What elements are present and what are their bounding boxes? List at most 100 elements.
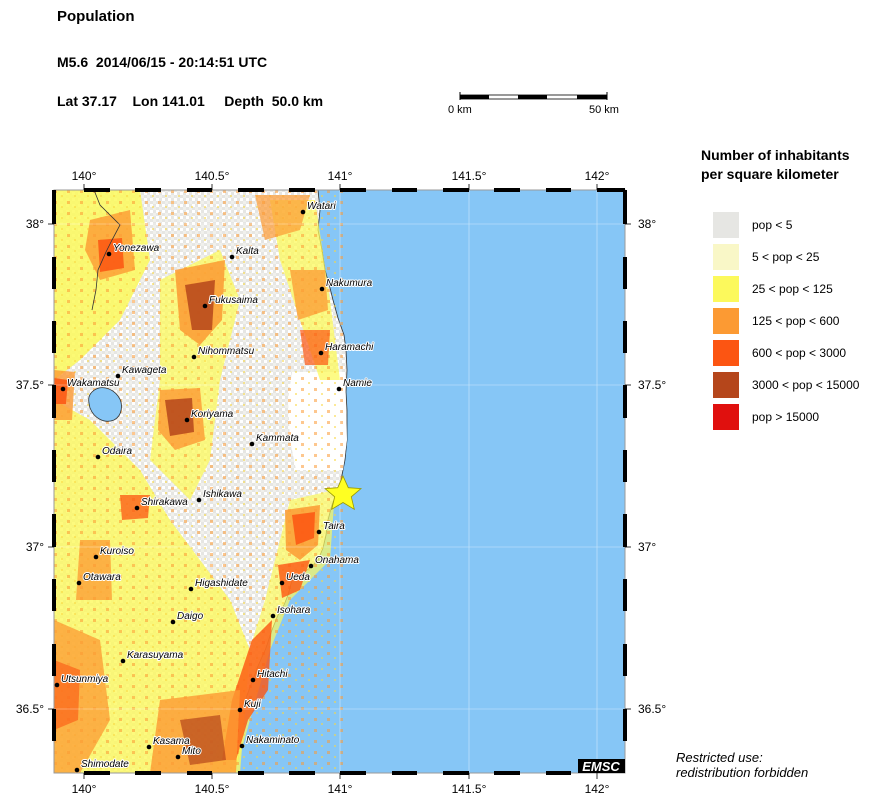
legend-label: pop < 5 [752,218,793,232]
city-dot-icon [120,658,126,664]
city-dot-icon [279,580,285,586]
city-label: Utsunmiya [61,674,109,685]
left-tick-label: 38° [26,217,44,231]
city-marker[interactable]: Hitachi [250,668,289,683]
city-label: Taira [323,521,345,532]
city-marker[interactable]: Daigo [170,610,205,625]
right-tick-label: 37.5° [638,378,666,392]
city-dot-icon [308,563,314,569]
city-label: Kawageta [122,365,167,376]
city-marker[interactable]: Namie [336,377,373,392]
city-dot-icon [76,580,82,586]
legend-item: 3000 < pop < 15000 [713,372,859,398]
city-marker[interactable]: Kalta [229,245,260,260]
city-dot-icon [270,613,276,619]
legend-item: 25 < pop < 125 [713,276,833,302]
scale-end-label: 50 km [589,104,619,116]
left-tick-label: 37.5° [16,378,44,392]
city-label: Otawara [83,572,121,583]
city-dot-icon [170,619,176,625]
city-marker[interactable]: Nihommatsu [191,345,256,360]
legend-swatch [713,404,739,430]
right-tick-label: 36.5° [638,702,666,716]
city-marker[interactable]: Kuroiso [93,545,135,560]
city-label: Karasuyama [127,650,184,661]
city-label: Shirakawa [141,497,188,508]
city-marker[interactable]: Ueda [279,571,311,586]
city-marker[interactable]: Kuji [237,698,262,713]
city-marker[interactable]: Otawara [76,571,122,586]
graticule [54,190,625,773]
legend-item: pop < 5 [713,212,792,238]
city-dot-icon [319,286,325,292]
axis-labels: 140° 140.5° 141° 141.5° 142° 140° 140.5°… [16,169,667,796]
city-label: Kasama [153,736,190,747]
city-marker[interactable]: Watari [300,200,337,215]
city-marker[interactable]: Kammata [249,432,300,447]
city-marker[interactable]: Yonezawa [106,242,161,257]
legend-label: pop > 15000 [752,410,820,424]
emsc-logo: EMSC [578,759,625,774]
city-marker[interactable]: Onahama [308,554,360,569]
city-marker[interactable]: Kawageta [115,364,168,379]
legend-label: 5 < pop < 25 [752,250,820,264]
left-tick-label: 37° [26,540,44,554]
city-marker[interactable]: Shirakawa [134,496,189,511]
right-tick-label: 37° [638,540,656,554]
city-label: Watari [307,201,336,212]
event-summary: M5.6 2014/06/15 - 20:14:51 UTC [57,54,268,70]
prefecture-border [91,190,121,311]
city-marker[interactable]: Higashidate [188,577,249,592]
city-marker[interactable]: Odaira [95,445,133,460]
lake [88,387,122,422]
city-dot-icon [60,386,66,392]
restricted-line1: Restricted use: [676,750,763,765]
city-label: Odaira [102,446,132,457]
bottom-tick-label: 141° [328,782,353,796]
city-dot-icon [250,677,256,683]
city-marker[interactable]: Nakumura [319,277,374,292]
city-label: Kalta [236,246,259,257]
city-marker[interactable]: Wakamatsu [60,377,121,392]
city-marker[interactable]: Fukusaima [202,294,259,309]
city-dot-icon [54,682,60,688]
city-marker[interactable]: Haramachi [318,341,375,356]
top-tick-label: 142° [585,169,610,183]
city-marker[interactable]: Karasuyama [120,649,185,664]
top-tick-label: 141.5° [452,169,487,183]
city-marker[interactable]: Isohara [270,604,312,619]
city-label: Shimodate [81,759,129,770]
city-dot-icon [106,251,112,257]
city-dot-icon [300,209,306,215]
city-label: Nakaminato [246,735,300,746]
city-marker[interactable]: Nakaminato [239,734,301,749]
event-coordinates: Lat 37.17 Lon 141.01 Depth 50.0 km [57,93,324,109]
city-label: Haramachi [325,342,374,353]
top-tick-label: 141° [328,169,353,183]
city-dot-icon [74,767,80,773]
top-tick-label: 140.5° [195,169,230,183]
city-marker[interactable]: Mito [175,745,202,760]
epicenter-star-icon[interactable] [323,475,363,511]
city-marker[interactable]: Shimodate [74,758,130,773]
city-marker[interactable]: Koriyama [184,408,235,423]
city-marker[interactable]: Ishikawa [196,488,243,503]
bottom-tick-label: 140.5° [195,782,230,796]
city-label: Wakamatsu [67,378,120,389]
legend-swatch [713,212,739,238]
left-tick-label: 36.5° [16,702,44,716]
map-frame [48,184,631,779]
city-dot-icon [115,373,121,379]
city-marker[interactable]: Utsunmiya [54,673,110,688]
city-label: Higashidate [195,578,248,589]
city-marker[interactable]: Taira [316,520,346,535]
top-tick-label: 140° [72,169,97,183]
city-marker[interactable]: Kasama [146,735,191,750]
legend-swatch [713,308,739,334]
right-tick-label: 38° [638,217,656,231]
city-dot-icon [175,754,181,760]
bottom-tick-label: 140° [72,782,97,796]
legend-title-line1: Number of inhabitants [701,147,850,163]
city-dot-icon [336,386,342,392]
